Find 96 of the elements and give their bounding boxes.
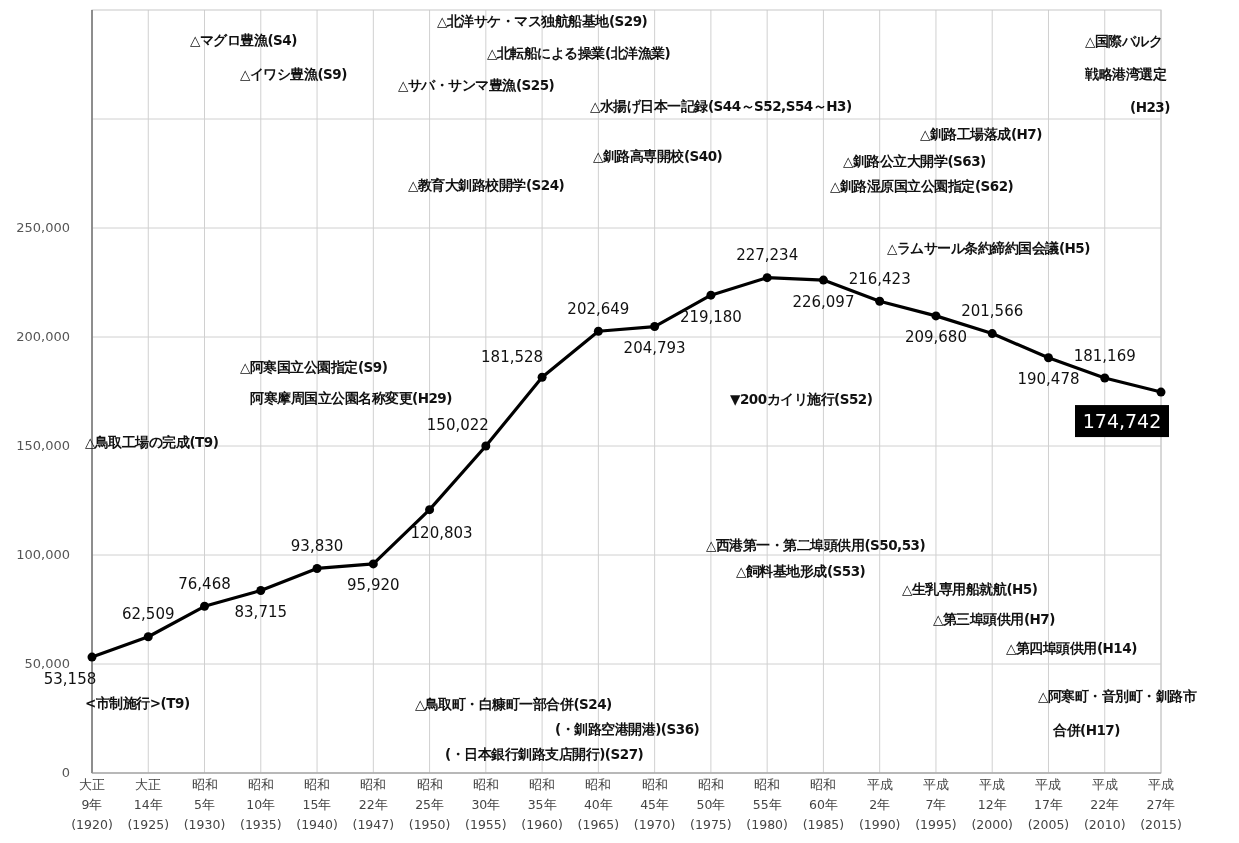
x-tick-label: 昭和 45年 (1970): [633, 777, 676, 832]
data-label: 219,180: [679, 307, 742, 326]
x-tick-label: 昭和 5年 (1930): [183, 777, 226, 832]
x-tick-label: 大正 9年 (1920): [71, 777, 113, 832]
data-label: 201,566: [961, 302, 1024, 321]
annotation: △第四埠頭供用(H14): [1006, 640, 1138, 656]
data-label: 76,468: [178, 574, 231, 593]
data-label: 62,509: [122, 605, 175, 624]
point: [875, 296, 885, 306]
y-tick-label: 200,000: [16, 328, 70, 344]
point: [987, 329, 997, 339]
data-label: 209,680: [904, 328, 967, 347]
data-label: 181,528: [481, 347, 544, 366]
annotation: 戦略港湾選定: [1084, 66, 1167, 82]
annotation: △北洋サケ・マス独航船基地(S29): [437, 13, 648, 29]
annotation: △教育大釧路校開学(S24): [408, 177, 565, 193]
annotation: (H23): [1130, 99, 1171, 115]
annotation: △阿寒国立公園指定(S9): [240, 359, 388, 375]
x-tick-label: 昭和 22年 (1947): [352, 777, 395, 832]
point: [931, 311, 941, 321]
point: [143, 632, 153, 642]
data-label: 93,830: [290, 536, 344, 555]
x-tick-label: 昭和 35年 (1960): [521, 777, 563, 832]
point: [650, 322, 660, 332]
data-label: 216,423: [848, 269, 911, 288]
point: [593, 326, 603, 336]
annotation: (・日本銀行釧路支店開行)(S27): [445, 746, 644, 762]
annotation: △西港第一・第二埠頭供用(S50,53): [706, 537, 926, 553]
annotation: △釧路湿原国立公園指定(S62): [830, 178, 1014, 194]
point: [762, 273, 772, 283]
annotation: △阿寒町・音別町・釧路市: [1038, 688, 1197, 704]
annotation: 阿寒摩周国立公園名称変更(H29): [250, 390, 453, 406]
data-label: 95,920: [347, 576, 400, 595]
annotation: △マグロ豊漁(S4): [190, 32, 298, 48]
point: [706, 290, 716, 300]
y-tick-label: 50,000: [24, 655, 70, 671]
data-label: 202,649: [567, 299, 630, 318]
data-label: 181,169: [1073, 346, 1136, 365]
point: [1043, 353, 1053, 363]
y-tick-label: 0: [61, 764, 70, 780]
annotation: △生乳専用船就航(H5): [902, 581, 1038, 597]
annotation: 合併(H17): [1052, 722, 1121, 738]
annotation: △鳥取工場の完成(T9): [85, 434, 219, 450]
x-tick-label: 昭和 15年 (1940): [296, 777, 338, 832]
annotation: △釧路公立大開学(S63): [843, 153, 987, 169]
data-label: 226,097: [792, 292, 855, 311]
point: [87, 652, 97, 662]
point: [200, 601, 210, 611]
x-tick-label: 平成 22年 (2010): [1083, 777, 1126, 832]
x-tick-label: 平成 17年 (2005): [1027, 777, 1070, 832]
point: [256, 586, 266, 595]
annotation: △飼料基地形成(S53): [736, 563, 866, 579]
annotation: ▼200カイリ施行(S52): [730, 391, 873, 407]
y-tick-label: 100,000: [16, 546, 70, 562]
annotation: △釧路工場落成(H7): [920, 126, 1043, 142]
point: [425, 505, 435, 515]
y-tick-label: 150,000: [16, 437, 70, 453]
x-tick-label: 大正 14年 (1925): [127, 777, 170, 832]
x-tick-label: 平成 2年 (1990): [858, 777, 901, 832]
x-tick-label: 昭和 10年 (1935): [240, 777, 282, 832]
annotation: △ラムサール条約締約国会議(H5): [887, 240, 1091, 256]
point: [1156, 387, 1166, 397]
annotation: △北転船による操業(北洋漁業): [487, 45, 671, 61]
data-label: 190,478: [1017, 370, 1080, 389]
data-label: 53,158: [43, 669, 97, 688]
x-tick-label: 昭和 40年 (1965): [577, 777, 620, 832]
x-tick-label: 昭和 55年 (1980): [746, 777, 788, 832]
y-tick-label: 250,000: [16, 219, 70, 235]
data-label: 150,022: [426, 416, 489, 435]
annotation: <市制施行>(T9): [85, 695, 190, 711]
data-label: 83,715: [234, 603, 288, 621]
x-tick-label: 昭和 50年 (1975): [690, 777, 732, 832]
annotation: △国際バルク: [1085, 33, 1163, 49]
data-label: 120,803: [410, 524, 473, 543]
annotation: △イワシ豊漁(S9): [240, 66, 348, 82]
data-label: 174,742: [1082, 409, 1162, 432]
annotation: △水揚げ日本一記録(S44～S52,S54～H3): [590, 98, 852, 114]
x-tick-label: 平成 12年 (2000): [971, 777, 1013, 832]
point: [312, 563, 322, 573]
x-tick-label: 昭和 30年 (1955): [465, 777, 507, 832]
annotation: △サバ・サンマ豊漁(S25): [398, 77, 555, 93]
annotation: △第三埠頭供用(H7): [933, 611, 1056, 627]
annotation: △鳥取町・白糠町一部合併(S24): [415, 696, 613, 712]
x-tick-label: 平成 7年 (1995): [915, 777, 957, 832]
point: [1100, 373, 1110, 383]
x-tick-label: 平成 27年 (2015): [1140, 777, 1182, 832]
point: [818, 275, 828, 285]
point: [368, 559, 378, 569]
point: [481, 441, 491, 451]
x-tick-label: 昭和 25年 (1950): [408, 777, 451, 832]
point: [537, 372, 547, 382]
x-tick-label: 昭和 60年 (1985): [802, 777, 845, 832]
data-label: 227,234: [736, 246, 799, 265]
annotation: (・釧路空港開港)(S36): [555, 721, 700, 737]
data-label: 204,793: [623, 339, 686, 358]
annotation: △釧路高専開校(S40): [593, 148, 723, 164]
